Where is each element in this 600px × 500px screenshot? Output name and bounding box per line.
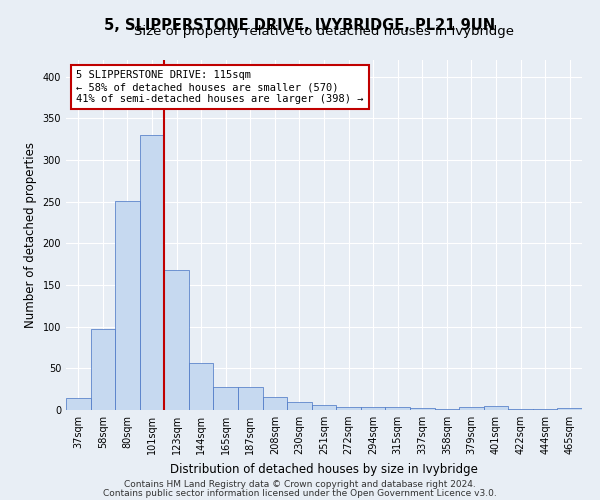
Bar [459, 406, 484, 410]
Bar [361, 406, 385, 410]
Text: Contains HM Land Registry data © Crown copyright and database right 2024.: Contains HM Land Registry data © Crown c… [124, 480, 476, 489]
Text: 5, SLIPPERSTONE DRIVE, IVYBRIDGE, PL21 9UN: 5, SLIPPERSTONE DRIVE, IVYBRIDGE, PL21 9… [104, 18, 496, 32]
Bar [312, 405, 336, 410]
Bar [66, 398, 91, 410]
Bar [189, 362, 214, 410]
Title: Size of property relative to detached houses in Ivybridge: Size of property relative to detached ho… [134, 25, 514, 38]
Bar [484, 406, 508, 410]
Bar [336, 406, 361, 410]
Bar [164, 270, 189, 410]
Bar [533, 409, 557, 410]
Text: 5 SLIPPERSTONE DRIVE: 115sqm
← 58% of detached houses are smaller (570)
41% of s: 5 SLIPPERSTONE DRIVE: 115sqm ← 58% of de… [76, 70, 364, 104]
Bar [434, 409, 459, 410]
Text: Contains public sector information licensed under the Open Government Licence v3: Contains public sector information licen… [103, 489, 497, 498]
Bar [140, 135, 164, 410]
Y-axis label: Number of detached properties: Number of detached properties [24, 142, 37, 328]
Bar [115, 201, 140, 410]
Bar [508, 409, 533, 410]
Bar [214, 386, 238, 410]
Bar [287, 402, 312, 410]
Bar [238, 386, 263, 410]
X-axis label: Distribution of detached houses by size in Ivybridge: Distribution of detached houses by size … [170, 462, 478, 475]
Bar [91, 329, 115, 410]
Bar [557, 408, 582, 410]
Bar [263, 396, 287, 410]
Bar [385, 406, 410, 410]
Bar [410, 408, 434, 410]
